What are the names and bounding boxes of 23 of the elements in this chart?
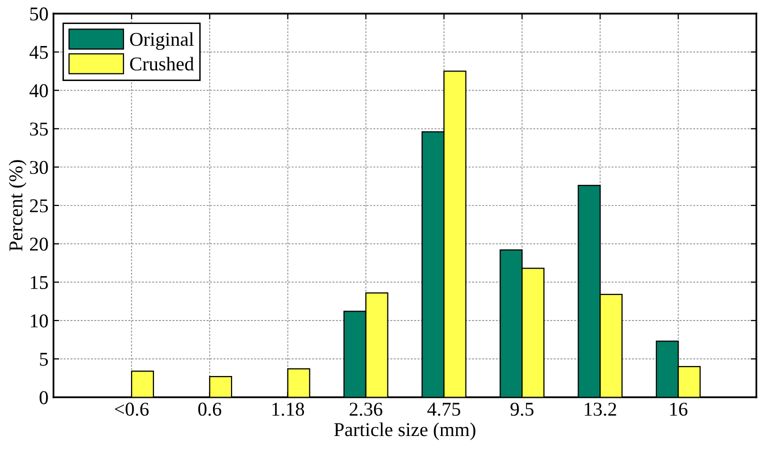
y-tick-label: 15 [30,276,48,290]
y-tick-label: 30 [30,160,48,174]
x-axis-title: Particle size (mm) [334,422,476,440]
y-tick-label: 10 [30,314,48,328]
x-tick-label: <0.6 [114,402,149,416]
y-tick-label: 5 [40,352,48,366]
legend-label: Crushed [130,56,194,71]
x-tick-label: 16 [670,402,688,416]
y-tick-label: 35 [30,122,48,136]
y-tick-label: 45 [30,46,48,59]
x-tick-label: 9.5 [510,402,534,416]
y-tick-label: 25 [30,199,48,212]
x-tick-label: 2.36 [350,402,382,416]
y-tick-label: 20 [30,238,48,251]
x-tick-label: 4.75 [427,402,460,416]
y-tick-label: 0 [40,391,48,404]
legend-label: Original [130,32,194,50]
y-tick-label: 40 [30,84,48,98]
x-tick-label: 1.18 [272,402,304,416]
x-tick-label: 0.6 [198,402,222,416]
y-axis-title: Percent (%) [8,160,26,252]
x-tick-label: 13.2 [584,402,616,416]
y-tick-label: 50 [30,7,48,21]
